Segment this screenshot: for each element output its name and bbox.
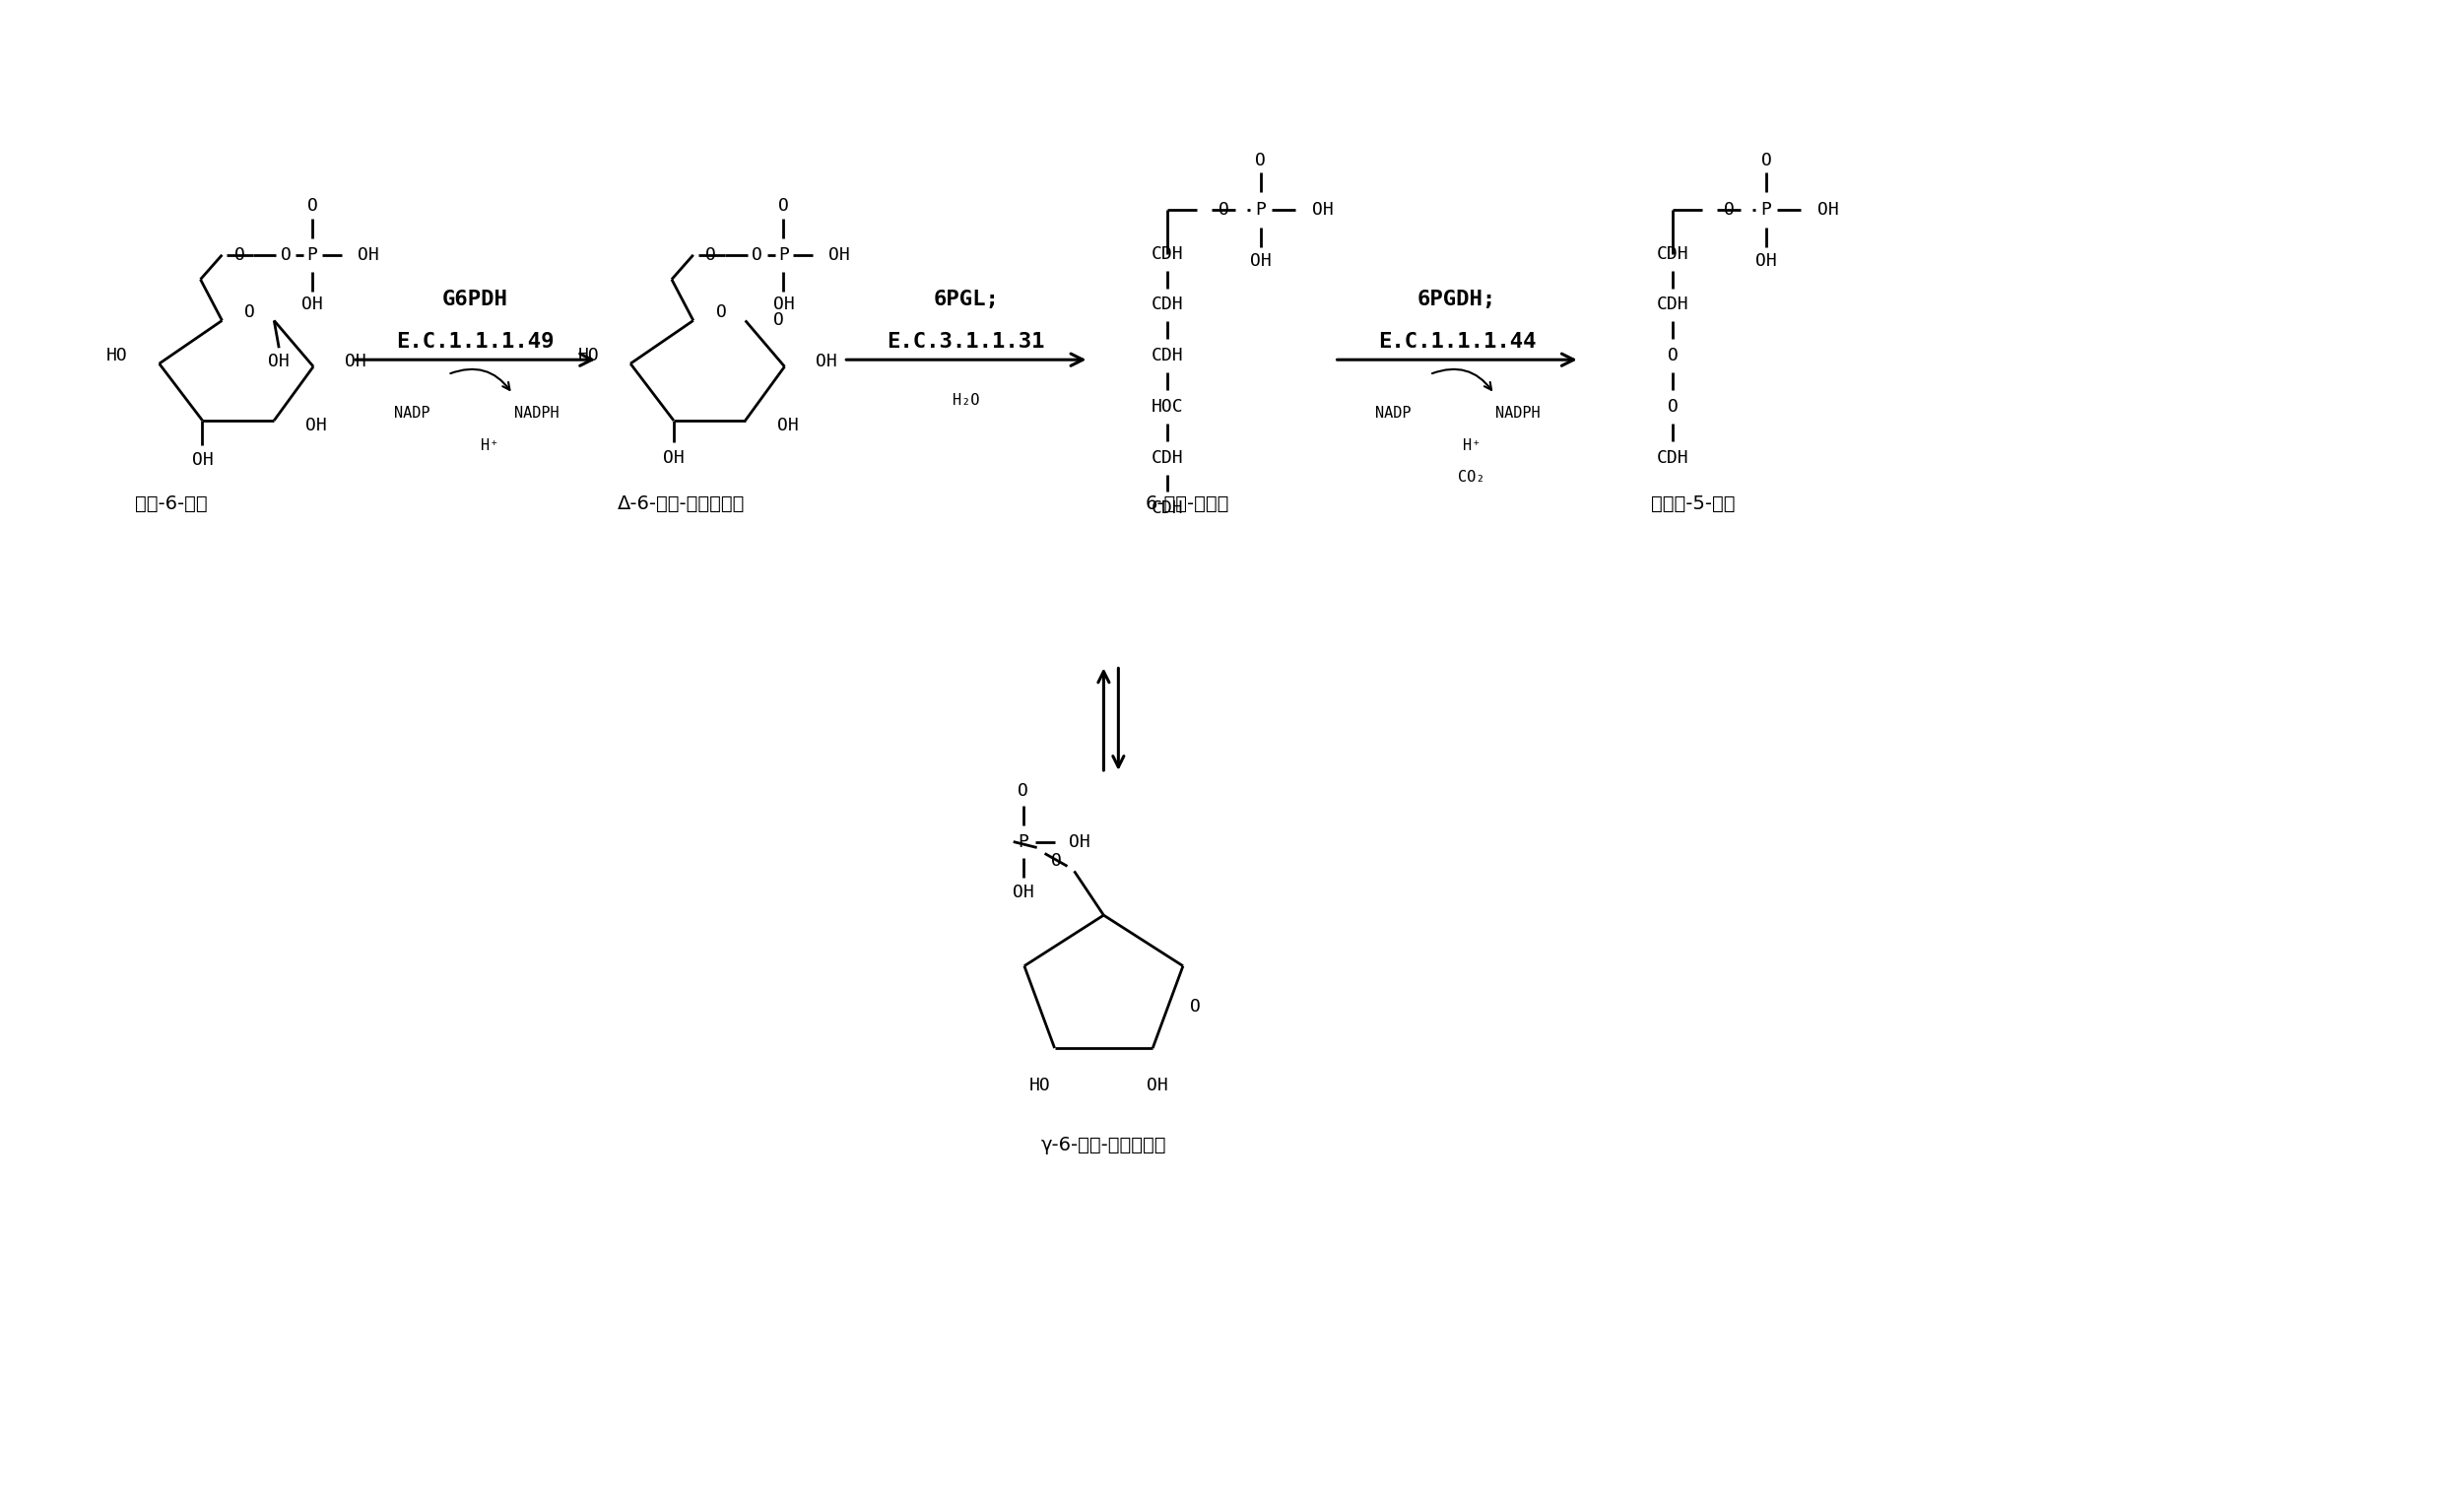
Text: 6-磷酸-葡糖酸: 6-磷酸-葡糖酸 — [1144, 494, 1229, 513]
Text: O: O — [705, 246, 717, 263]
Text: OH: OH — [776, 416, 798, 434]
Text: 葡糖-6-磷酸: 葡糖-6-磷酸 — [134, 494, 207, 513]
Text: O: O — [1668, 346, 1678, 364]
Text: 6PGL;: 6PGL; — [934, 289, 1000, 308]
Text: CDH: CDH — [1151, 296, 1183, 313]
Text: P: P — [1761, 201, 1771, 219]
Text: Δ-6-磷酸-葡糖酸内鄙: Δ-6-磷酸-葡糖酸内鄙 — [617, 494, 746, 513]
Text: H⁺: H⁺ — [480, 438, 500, 454]
Text: O: O — [1190, 998, 1200, 1016]
Text: O: O — [1761, 153, 1771, 169]
Text: CDH: CDH — [1151, 500, 1183, 517]
Text: 6PGDH;: 6PGDH; — [1417, 289, 1498, 308]
Text: P: P — [1017, 833, 1029, 851]
Text: HO: HO — [107, 346, 127, 364]
Text: γ-6-磷酸-葡糖酸内鄙: γ-6-磷酸-葡糖酸内鄙 — [1041, 1136, 1166, 1155]
Text: CO₂: CO₂ — [1459, 470, 1485, 485]
Text: P: P — [1256, 201, 1266, 219]
Text: O: O — [244, 304, 256, 322]
Text: OH: OH — [1068, 833, 1090, 851]
Text: CDH: CDH — [1656, 296, 1690, 313]
Text: CDH: CDH — [1656, 245, 1690, 263]
Text: O: O — [773, 311, 783, 330]
Text: O: O — [1668, 398, 1678, 416]
Text: P: P — [778, 246, 788, 263]
Text: OH: OH — [773, 295, 795, 313]
Text: CDH: CDH — [1656, 449, 1690, 467]
Text: O: O — [1017, 782, 1029, 800]
Text: OH: OH — [302, 295, 322, 313]
Text: OH: OH — [817, 352, 837, 370]
Text: OH: OH — [359, 246, 378, 263]
Text: CDH: CDH — [1151, 449, 1183, 467]
Text: OH: OH — [344, 352, 366, 370]
Text: O: O — [1217, 201, 1229, 219]
Text: NADPH: NADPH — [1495, 407, 1541, 420]
Text: NADPH: NADPH — [515, 407, 559, 420]
Text: O: O — [280, 246, 290, 263]
Text: HOC: HOC — [1151, 398, 1183, 416]
Text: O: O — [307, 197, 317, 215]
Text: E.C.1.1.1.49: E.C.1.1.1.49 — [395, 333, 554, 352]
Text: OH: OH — [1146, 1077, 1168, 1095]
Text: H₂O: H₂O — [954, 393, 980, 408]
Text: O: O — [1724, 201, 1734, 219]
Text: O: O — [1051, 853, 1061, 871]
Text: OH: OH — [1251, 253, 1271, 269]
Text: OH: OH — [1817, 201, 1839, 219]
Text: OH: OH — [1312, 201, 1334, 219]
Text: H⁺: H⁺ — [1463, 438, 1480, 454]
Text: G6PDH: G6PDH — [441, 289, 507, 308]
Text: NADP: NADP — [1376, 407, 1412, 420]
Text: E.C.1.1.1.44: E.C.1.1.1.44 — [1378, 333, 1537, 352]
Text: CDH: CDH — [1151, 346, 1183, 364]
Text: HO: HO — [1029, 1077, 1051, 1095]
Text: OH: OH — [305, 416, 327, 434]
Text: OH: OH — [268, 352, 290, 370]
Text: OH: OH — [193, 451, 212, 469]
Text: OH: OH — [1012, 885, 1034, 901]
Text: O: O — [1256, 153, 1266, 169]
Text: OH: OH — [663, 449, 685, 467]
Text: HO: HO — [578, 346, 600, 364]
Text: 核酮糖-5-磷酸: 核酮糖-5-磷酸 — [1651, 494, 1734, 513]
Text: O: O — [778, 197, 788, 215]
Text: O: O — [234, 246, 244, 263]
Text: OH: OH — [829, 246, 851, 263]
Text: O: O — [717, 304, 727, 322]
Text: CDH: CDH — [1151, 245, 1183, 263]
Text: E.C.3.1.1.31: E.C.3.1.1.31 — [888, 333, 1046, 352]
Text: O: O — [751, 246, 763, 263]
Text: P: P — [307, 246, 317, 263]
Text: OH: OH — [1756, 253, 1778, 269]
Text: NADP: NADP — [393, 407, 429, 420]
